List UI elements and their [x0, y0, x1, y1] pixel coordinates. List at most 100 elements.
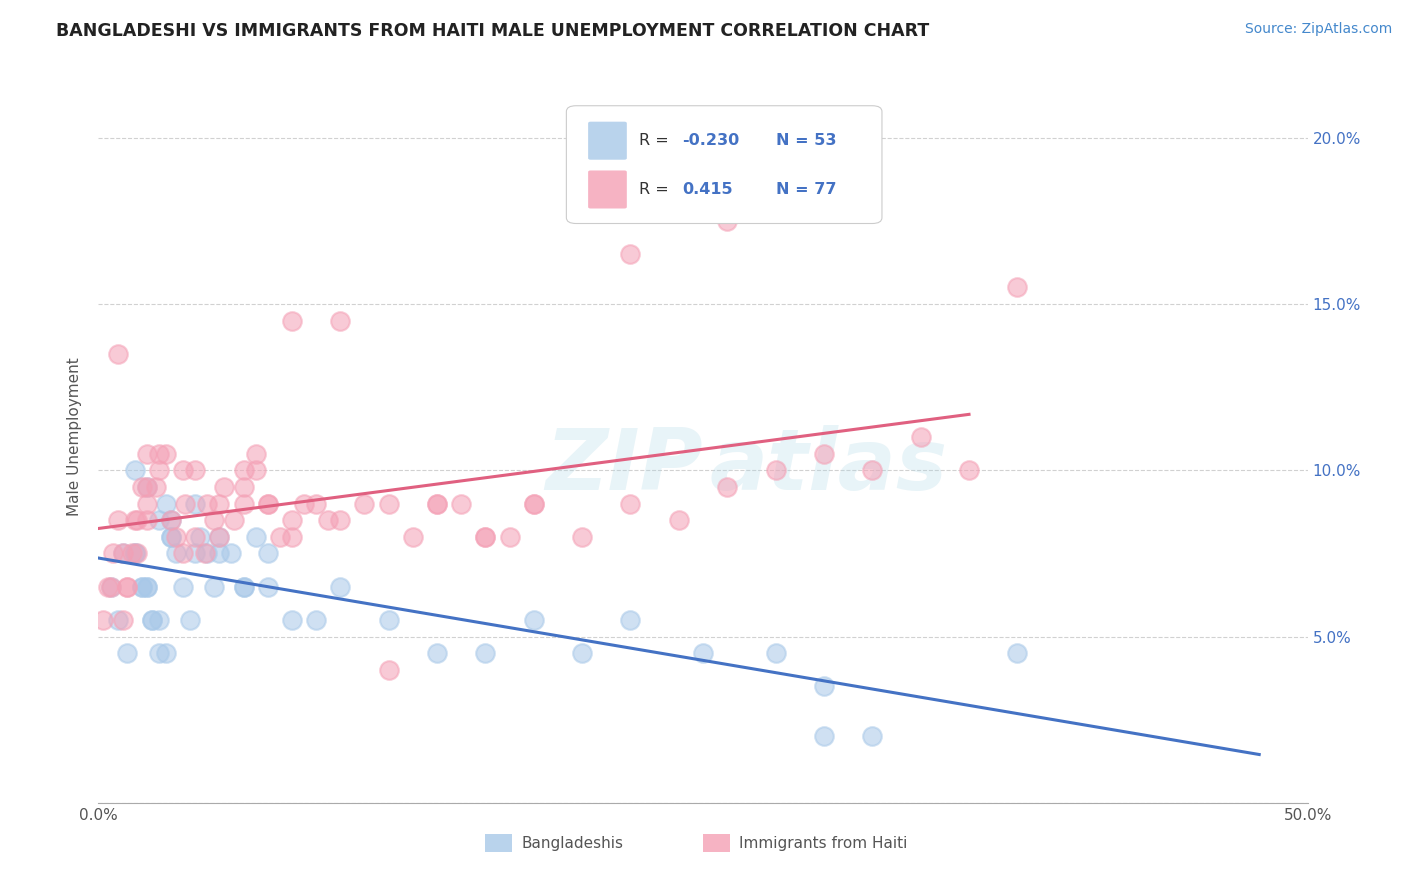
Point	[256, 580, 278, 594]
Point	[174, 497, 197, 511]
Point	[256, 546, 278, 560]
Point	[813, 680, 835, 694]
Point	[813, 447, 835, 461]
Point	[716, 214, 738, 228]
Point	[498, 530, 520, 544]
Point	[195, 497, 218, 511]
Point	[208, 530, 231, 544]
Point	[204, 580, 226, 594]
Text: ZIP: ZIP	[546, 425, 703, 508]
Point	[269, 530, 291, 544]
Point	[135, 447, 157, 461]
Text: Immigrants from Haiti: Immigrants from Haiti	[740, 836, 908, 851]
Point	[135, 480, 157, 494]
Point	[523, 613, 546, 627]
Point	[100, 580, 122, 594]
Point	[619, 497, 641, 511]
Point	[107, 347, 129, 361]
Point	[101, 546, 124, 560]
Point	[353, 497, 375, 511]
Point	[208, 546, 231, 560]
Point	[160, 513, 183, 527]
Point	[256, 497, 278, 511]
Point	[292, 497, 315, 511]
Point	[813, 729, 835, 743]
Point	[305, 613, 328, 627]
Point	[208, 497, 231, 511]
Point	[91, 613, 114, 627]
Point	[523, 497, 546, 511]
Point	[256, 497, 278, 511]
Point	[377, 613, 399, 627]
Point	[957, 463, 980, 477]
FancyBboxPatch shape	[588, 121, 627, 160]
Point	[148, 463, 170, 477]
Point	[281, 530, 304, 544]
Point	[135, 480, 157, 494]
Point	[245, 463, 267, 477]
Point	[160, 513, 183, 527]
Point	[184, 463, 207, 477]
Point	[131, 480, 153, 494]
Point	[426, 497, 449, 511]
Point	[155, 447, 177, 461]
Text: -0.230: -0.230	[682, 133, 740, 148]
Point	[232, 480, 254, 494]
Point	[107, 513, 129, 527]
Point	[426, 497, 449, 511]
Point	[135, 497, 157, 511]
Point	[245, 530, 267, 544]
Point	[111, 546, 134, 560]
Point	[160, 530, 183, 544]
Point	[165, 546, 187, 560]
Point	[145, 480, 167, 494]
Point	[281, 513, 304, 527]
Point	[155, 497, 177, 511]
Point	[245, 447, 267, 461]
Point	[474, 530, 496, 544]
Point	[148, 613, 170, 627]
Point	[426, 646, 449, 660]
Text: N = 77: N = 77	[776, 182, 837, 197]
Point	[127, 513, 149, 527]
Point	[232, 580, 254, 594]
Point	[860, 463, 883, 477]
Point	[329, 513, 352, 527]
Point	[221, 546, 243, 560]
Point	[571, 530, 593, 544]
Point	[141, 613, 163, 627]
Point	[195, 546, 218, 560]
Text: BANGLADESHI VS IMMIGRANTS FROM HAITI MALE UNEMPLOYMENT CORRELATION CHART: BANGLADESHI VS IMMIGRANTS FROM HAITI MAL…	[56, 22, 929, 40]
Point	[208, 530, 231, 544]
Point	[124, 546, 146, 560]
Point	[619, 247, 641, 261]
Point	[281, 314, 304, 328]
Point	[135, 580, 157, 594]
Text: atlas: atlas	[709, 425, 948, 508]
Point	[1007, 280, 1029, 294]
Point	[450, 497, 472, 511]
Point	[474, 530, 496, 544]
Point	[124, 513, 146, 527]
Point	[172, 580, 194, 594]
Point	[127, 546, 149, 560]
Text: Bangladeshis: Bangladeshis	[522, 836, 624, 851]
Point	[765, 646, 787, 660]
Point	[232, 497, 254, 511]
Point	[155, 646, 177, 660]
Text: Source: ZipAtlas.com: Source: ZipAtlas.com	[1244, 22, 1392, 37]
Bar	[703, 833, 730, 852]
Point	[232, 580, 254, 594]
Point	[172, 463, 194, 477]
Point	[97, 580, 120, 594]
Point	[377, 497, 399, 511]
Point	[148, 447, 170, 461]
Point	[184, 530, 207, 544]
Point	[232, 463, 254, 477]
Point	[131, 580, 153, 594]
Point	[184, 497, 207, 511]
Point	[523, 497, 546, 511]
Point	[160, 530, 183, 544]
Point	[716, 480, 738, 494]
Point	[402, 530, 425, 544]
